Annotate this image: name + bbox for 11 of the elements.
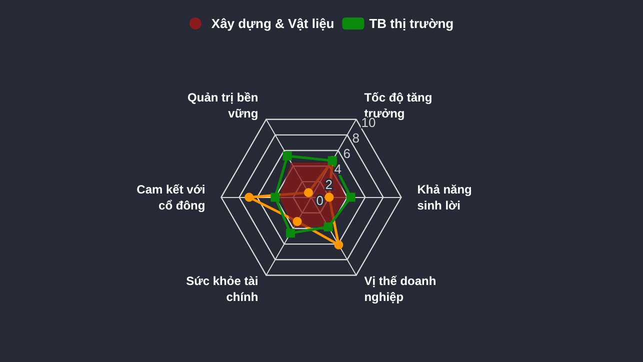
- legend-label: TB thị trường: [369, 16, 454, 31]
- y-tick-label: 2: [325, 177, 332, 192]
- y-tick-label: 6: [343, 146, 350, 162]
- y-tick-label: 0: [316, 192, 324, 208]
- spoke-label: Vị thế doanh nghiệp: [364, 274, 436, 304]
- y-tick-label: 8: [352, 130, 360, 146]
- legend-label: Xây dựng & Vật liệu: [211, 16, 334, 31]
- spoke-label: Khả năng sinh lời: [417, 182, 472, 212]
- spoke-label: Quản trị bền vững: [188, 90, 258, 120]
- spoke-label: Sức khỏe tài chính: [186, 274, 258, 304]
- spoke-label: Cam kết với cổ đông: [136, 182, 206, 212]
